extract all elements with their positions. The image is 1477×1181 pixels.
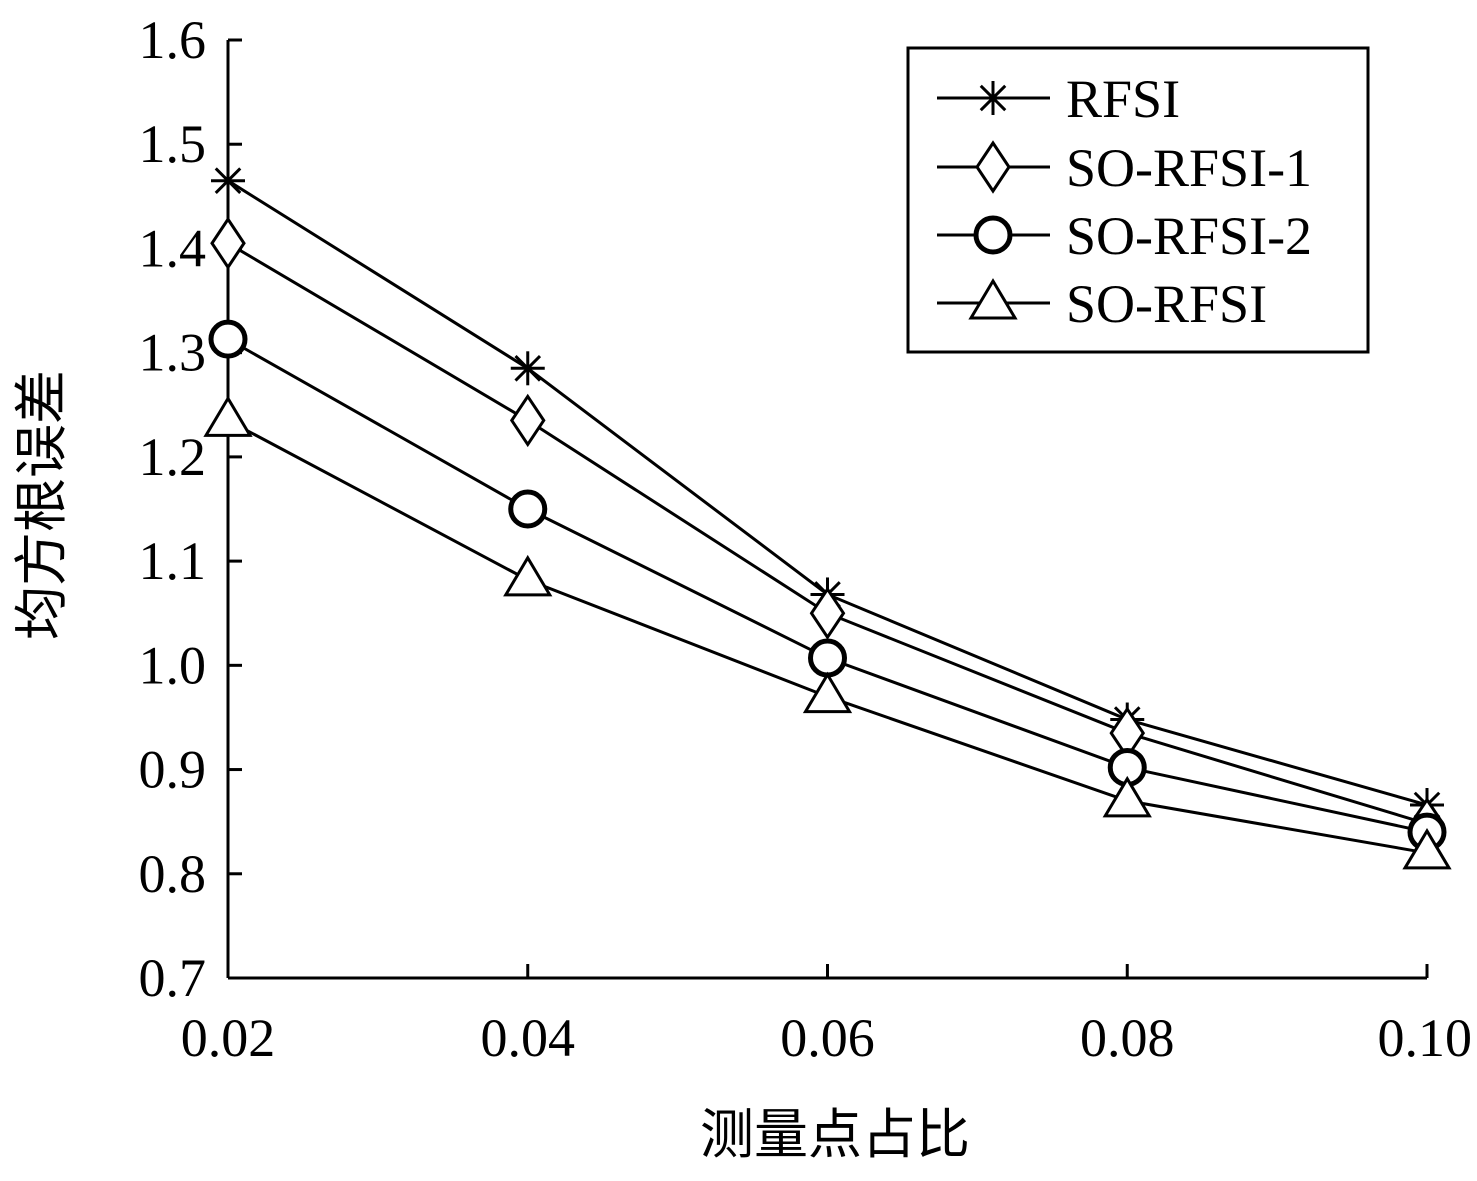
data-point [509, 393, 546, 448]
data-point [208, 319, 248, 359]
legend-marker [976, 81, 1010, 115]
legend-marker [973, 215, 1013, 255]
data-point [508, 489, 548, 529]
legend-label: SO-RFSI-1 [1066, 138, 1312, 198]
y-tick-label: 1.4 [139, 218, 207, 278]
data-point [203, 395, 253, 437]
data-point [1402, 827, 1452, 870]
y-axis-title: 均方根误差 [10, 370, 73, 640]
data-point [1102, 775, 1152, 818]
marker-shape [808, 638, 847, 678]
series-so-rfsi [203, 395, 1452, 870]
marker-shape [968, 278, 1018, 320]
y-tick-label: 1.5 [139, 114, 207, 174]
y-tick-label: 1.6 [139, 10, 207, 70]
data-point [510, 351, 545, 386]
marker-stroke [514, 354, 542, 382]
marker-shape [809, 586, 846, 640]
marker-shape [1102, 775, 1152, 818]
legend-label: SO-RFSI-2 [1066, 206, 1312, 266]
x-tick-label: 0.06 [780, 1008, 875, 1068]
x-tick-label: 0.10 [1378, 1008, 1473, 1068]
legend-label: RFSI [1066, 69, 1180, 129]
marker-shape [802, 671, 853, 714]
legend: RFSI SO-RFSI-1 SO-RFSI-2 SO-RFSI [906, 46, 1370, 354]
y-tick-label: 1.1 [139, 531, 207, 591]
data-point [211, 163, 245, 198]
marker-shape [208, 319, 248, 359]
legend-item: SO-RFSI-2 [937, 206, 1312, 266]
x-tick-label: 0.04 [481, 1008, 576, 1068]
marker-shape [203, 395, 253, 437]
legend-label: SO-RFSI [1066, 274, 1267, 334]
legend-marker [975, 140, 1011, 194]
marker-shape [508, 489, 548, 529]
y-tick-label: 1.2 [139, 427, 207, 487]
y-tick-label: 1.0 [139, 635, 207, 695]
marker-stroke [979, 84, 1007, 112]
y-tick-label: 1.3 [139, 323, 207, 383]
x-tick-label: 0.02 [181, 1008, 276, 1068]
data-point [210, 216, 246, 270]
x-axis-title: 测量点占比 [700, 1103, 970, 1166]
legend-item: RFSI [937, 69, 1180, 129]
legend-item: SO-RFSI [937, 274, 1267, 334]
marker-shape [1402, 827, 1452, 870]
marker-shape [509, 393, 546, 448]
legend-marker [968, 278, 1018, 320]
data-point [808, 638, 847, 678]
x-tick-label: 0.08 [1080, 1008, 1175, 1068]
y-tick-label: 0.8 [139, 844, 207, 904]
series-so-rfsi-2 [208, 319, 1447, 852]
marker-shape [973, 215, 1013, 255]
series-group [203, 163, 1452, 870]
marker-shape [210, 216, 246, 270]
marker-shape [975, 140, 1011, 194]
axes: 0.7 0.8 0.9 1.0 1.1 1.2 1.3 1.4 1.5 1.6 0.02 0.04 0.… [139, 10, 1473, 1068]
y-tick-label: 0.9 [139, 740, 207, 800]
y-tick-label: 0.7 [139, 948, 207, 1008]
legend-item: SO-RFSI-1 [937, 138, 1312, 198]
marker-shape [503, 554, 553, 597]
data-point [802, 671, 853, 714]
marker-stroke [214, 167, 242, 195]
data-point [503, 554, 553, 597]
data-point [809, 586, 846, 640]
